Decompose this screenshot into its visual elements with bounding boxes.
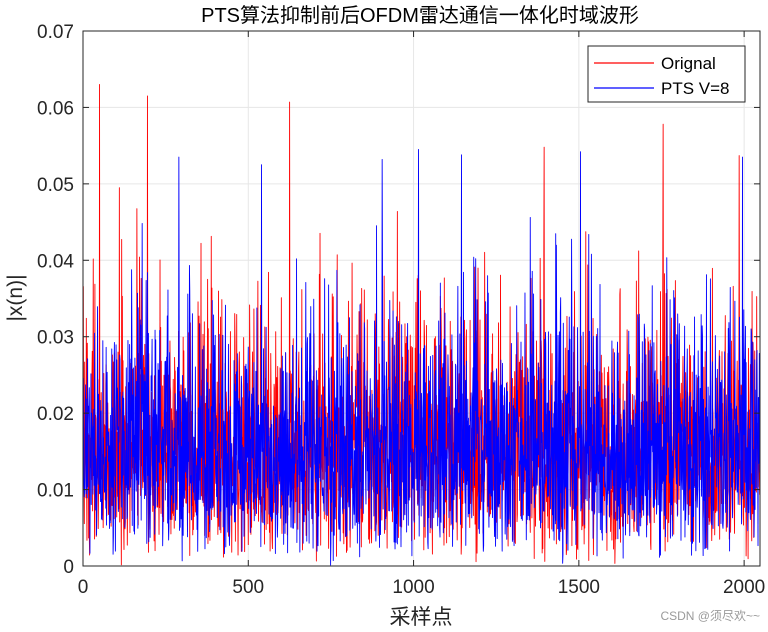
y-axis-title: |x(n)|: [4, 274, 27, 321]
x-tick-label: 2000: [723, 577, 765, 598]
legend: Orignal PTS V=8: [587, 45, 746, 103]
watermark: CSDN @须尽欢~~: [660, 609, 760, 623]
tick-labels: 0 500 1000 1500 2000 0 0.01 0.02 0.03 0.04 0.05 0.0…: [37, 22, 765, 598]
legend-box: [587, 45, 746, 103]
x-tick-label: 1000: [392, 577, 434, 598]
y-tick-label: 0: [63, 557, 74, 578]
x-tick-label: 1500: [558, 577, 600, 598]
y-tick-label: 0.03: [37, 328, 74, 349]
x-tick-label: 0: [78, 577, 89, 598]
legend-label-pts: PTS V=8: [661, 79, 730, 98]
y-tick-label: 0.01: [37, 481, 74, 502]
x-axis-title: 采样点: [390, 606, 453, 629]
y-tick-label: 0.04: [37, 251, 74, 272]
y-tick-label: 0.02: [37, 404, 74, 425]
plot-frame: [82, 30, 761, 567]
ticks: [82, 30, 760, 567]
y-tick-label: 0.05: [37, 175, 74, 196]
series-layer: [83, 84, 760, 566]
chart-title: PTS算法抑制前后OFDM雷达通信一体化时域波形: [201, 4, 639, 27]
y-tick-label: 0.07: [37, 22, 74, 43]
legend-label-orignal: Orignal: [661, 54, 716, 73]
x-tick-label: 500: [232, 577, 264, 598]
series-line-pts-v8: [83, 149, 760, 566]
y-tick-label: 0.06: [37, 98, 74, 119]
